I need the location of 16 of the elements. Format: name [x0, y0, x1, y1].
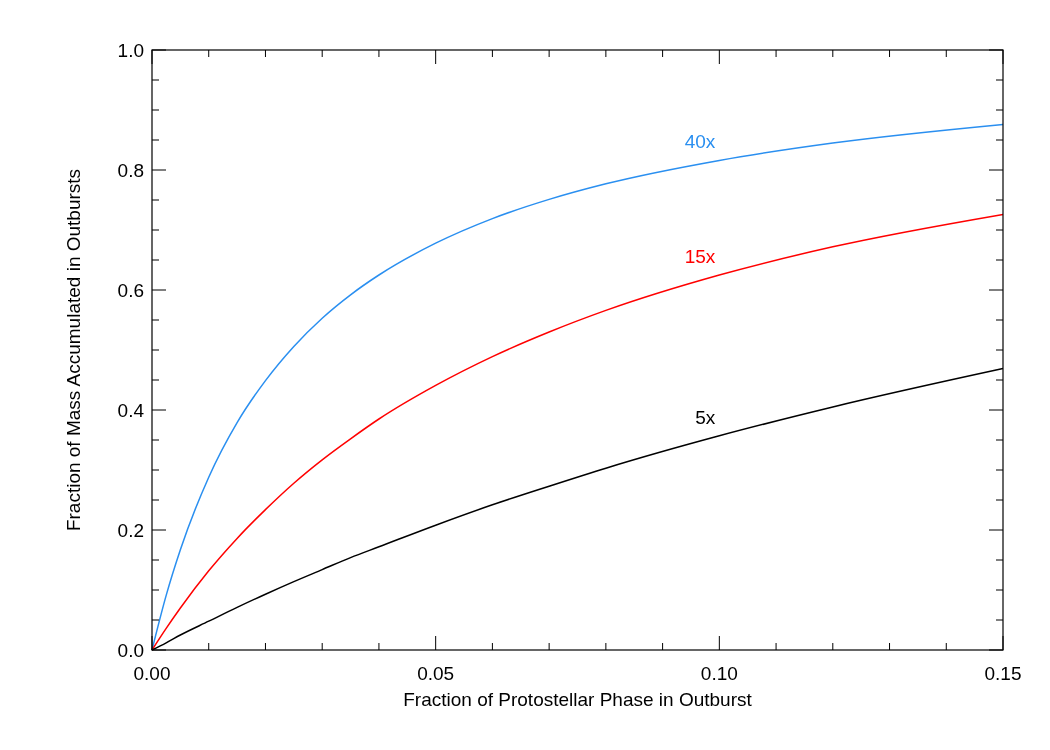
- y-tick-label: 0.4: [117, 400, 145, 421]
- series-label: 15x: [684, 246, 716, 267]
- series-label: 40x: [684, 131, 716, 153]
- x-tick-label: 0.10: [700, 663, 738, 684]
- text: 0.00: [133, 663, 171, 684]
- y-tick-label: 1.0: [117, 40, 144, 61]
- series-label: 5x: [695, 406, 716, 428]
- y-tick-label: 0.0: [117, 640, 144, 661]
- x-tick-label: 0.15: [984, 663, 1022, 684]
- y-tick-label: 0.6: [117, 280, 144, 301]
- x-axis-title: Fraction of Protostellar Phase in Outburst: [403, 689, 753, 710]
- y-tick-label: 0.8: [117, 160, 144, 181]
- line-series: [151, 213, 1004, 651]
- x-tick-label: 0.05: [417, 663, 455, 684]
- y-tick-label: 0.2: [117, 520, 144, 541]
- y-axis-title: Fraction of Mass Accumulated in Outbursts: [63, 168, 84, 532]
